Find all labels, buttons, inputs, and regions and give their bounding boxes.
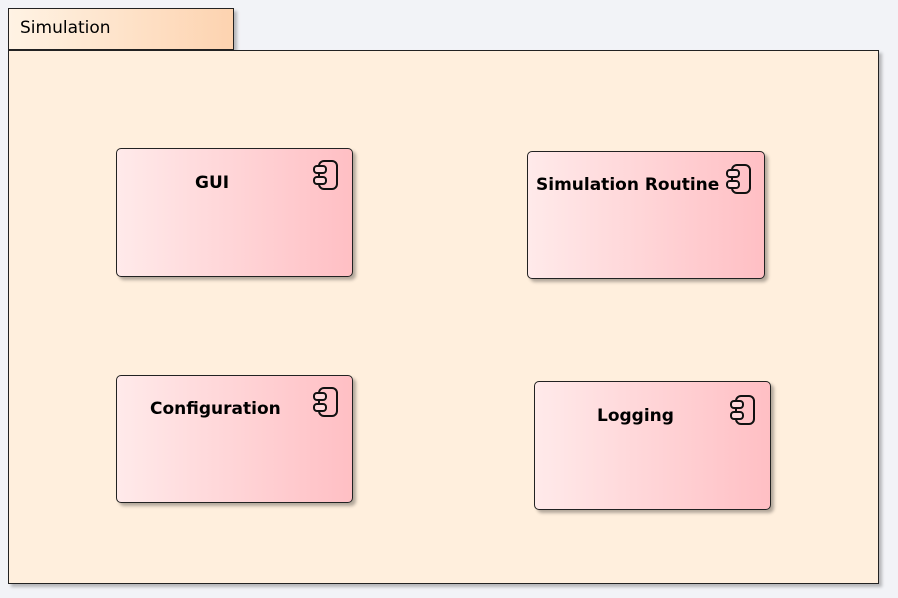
component-simulation-routine[interactable]: Simulation Routine xyxy=(527,151,765,279)
component-label: GUI xyxy=(195,173,229,193)
component-logging[interactable]: Logging xyxy=(534,381,771,510)
package-tab[interactable]: Simulation xyxy=(8,8,234,50)
component-gui[interactable]: GUI xyxy=(116,148,353,277)
component-label: Logging xyxy=(597,406,674,426)
component-label: Simulation Routine xyxy=(536,175,719,195)
component-icon xyxy=(311,159,341,191)
component-configuration[interactable]: Configuration xyxy=(116,375,353,503)
component-icon xyxy=(311,386,341,418)
component-icon xyxy=(728,394,758,426)
component-label: Configuration xyxy=(150,399,281,419)
component-icon xyxy=(724,163,754,195)
package-title: Simulation xyxy=(20,18,111,38)
